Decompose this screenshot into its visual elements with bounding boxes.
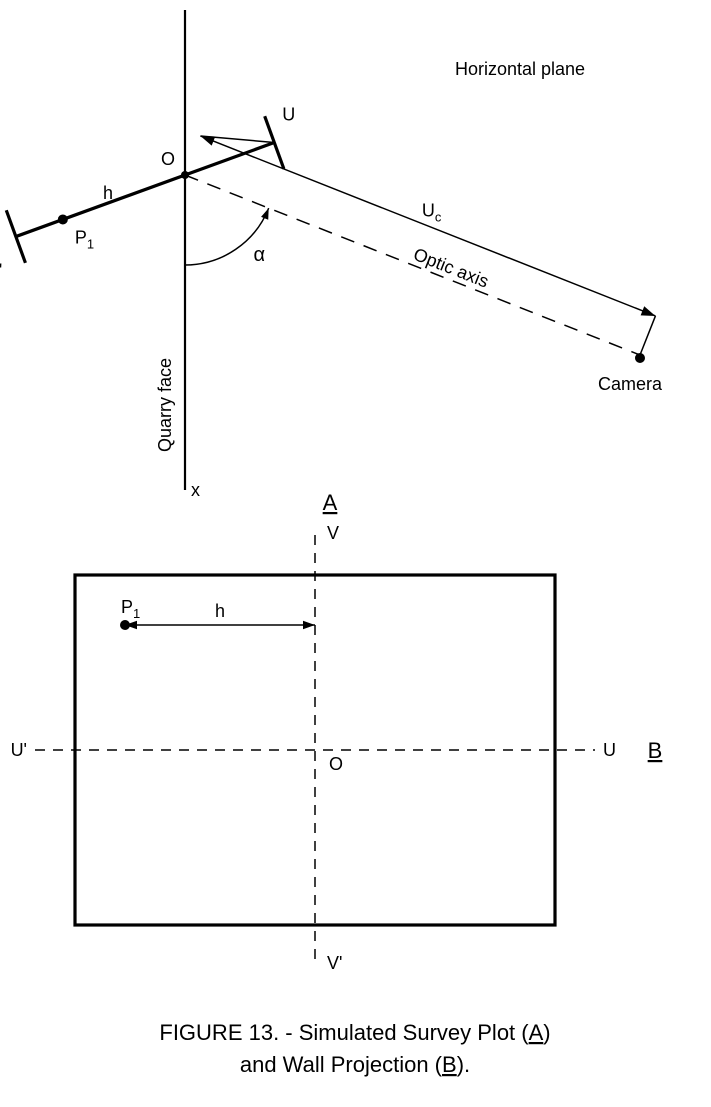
- u-label-b: U: [603, 740, 616, 760]
- u-axis-line: [16, 143, 274, 237]
- u-prime-label: U': [0, 261, 2, 281]
- horizontal-plane-label: Horizontal plane: [455, 59, 585, 79]
- figure-svg: Quarry face x U U' O Camera Optic axis Uc Horizo…: [0, 0, 711, 1107]
- caption-line-2: and Wall Projection (B).: [240, 1052, 470, 1077]
- o-label-b: O: [329, 754, 343, 774]
- p1-dot-a: [58, 214, 68, 224]
- u-prime-label-b: U': [11, 740, 27, 760]
- quarry-face-label: Quarry face: [155, 358, 175, 452]
- u-label: U: [282, 105, 295, 125]
- o-label-a: O: [161, 149, 175, 169]
- optic-axis-label: Optic axis: [411, 244, 492, 292]
- panel-b: U' U V V' O P1 h B: [11, 523, 663, 973]
- v-prime-label-b: V': [327, 953, 342, 973]
- alpha-label: α: [253, 244, 265, 266]
- v-label-b: V: [327, 523, 339, 543]
- caption-line-1: FIGURE 13. - Simulated Survey Plot (A): [159, 1020, 550, 1045]
- panel-b-title: B: [648, 738, 663, 763]
- camera-label: Camera: [598, 374, 663, 394]
- panel-a: Quarry face x U U' O Camera Optic axis Uc Horizo…: [0, 10, 663, 515]
- x-axis-end-label: x: [191, 480, 200, 500]
- h-label-b: h: [215, 601, 225, 621]
- figure-caption: FIGURE 13. - Simulated Survey Plot (A) an…: [159, 1020, 550, 1077]
- uc-dimension-line: [200, 136, 655, 316]
- p1-label-a: P1: [75, 227, 94, 251]
- h-label-a: h: [103, 183, 113, 203]
- p1-label-b: P1: [121, 597, 140, 621]
- panel-a-title: A: [323, 490, 338, 515]
- uc-label: Uc: [422, 201, 442, 225]
